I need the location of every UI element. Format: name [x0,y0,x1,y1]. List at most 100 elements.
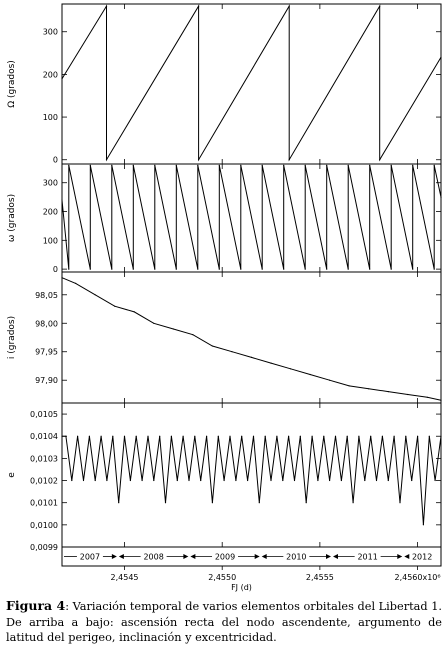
data-point [61,199,63,201]
year-label: 2012 [412,553,432,562]
data-point [68,164,70,166]
data-point [340,479,342,482]
data-point [61,435,63,437]
data-point [412,164,414,166]
data-point [309,373,311,376]
y-axis-label: e [7,472,17,478]
data-point [240,164,242,166]
data-point [405,435,407,437]
data-point [270,362,272,364]
data-point [276,435,278,437]
data-point [252,435,255,437]
data-point [334,435,337,437]
caption-label: Figura 4 [6,598,66,613]
data-point [172,328,174,330]
figure-panels: 0 100 200 300 Ω (grados) 0 100 200 300 ω (grados)… [7,3,442,592]
data-point [264,435,266,437]
data-point [352,502,354,504]
data-point [412,268,414,270]
data-point [293,479,296,482]
year-arrow-right [404,554,410,559]
year-arrow-right [332,554,338,559]
data-point [159,435,161,437]
year-arrow-left [111,554,117,559]
data-point [182,435,184,437]
data-point [417,435,419,437]
data-point [71,479,73,482]
data-point [305,502,307,504]
data-point [393,435,395,437]
x-axis-label: FJ (d) [231,583,252,592]
panel-frame [61,271,442,404]
year-label: 2011 [357,553,377,562]
data-point [188,479,190,482]
data-point [197,268,199,270]
y-tick-label: 0,0104 [30,432,58,441]
data-point [65,435,67,437]
year-band: 2007 2008 2009 2010 2011 2012 [61,546,442,567]
data-point [261,164,263,166]
year-label: 2007 [80,553,100,562]
data-point [94,294,96,296]
y-axis-label: ω (grados) [7,194,17,242]
data-point [206,435,208,437]
panel-4: 0,0099 0,0100 0,0101 0,0102 0,0103 0,0104 0,01… [7,402,442,552]
data-point [323,435,325,437]
data-point [440,435,442,437]
y-tick-label: 0,0102 [30,477,58,486]
year-arrow-left [183,554,189,559]
data-point [329,479,331,482]
data-point [288,159,290,161]
data-point [282,479,284,482]
data-point [258,502,260,504]
series-line [61,277,442,401]
year-arrow-left [397,554,403,559]
data-point [326,268,328,270]
data-point [348,385,350,387]
year-label: 2009 [215,553,235,562]
data-point [61,78,63,80]
data-point [241,435,243,437]
panel-1: 0 100 200 300 Ω (grados) [7,3,442,165]
data-point [304,268,306,270]
data-point [105,5,108,7]
data-point [132,164,134,166]
y-tick-label: 0,0099 [30,543,58,552]
data-point [223,479,225,482]
y-axis-label: Ω (grados) [7,60,17,108]
data-point [170,435,172,437]
data-point [133,311,135,313]
y-tick-label: 0 [53,156,58,165]
data-point [61,277,63,279]
data-point [141,479,143,482]
data-point [211,502,213,504]
data-point [147,435,149,437]
data-point [176,479,178,482]
data-point [270,479,272,482]
y-tick-label: 97,95 [35,348,58,357]
x-tick-label: 2,4545 [111,573,139,582]
data-point [411,479,413,482]
data-point [358,435,360,437]
y-tick-label: 100 [43,236,58,245]
data-point [440,56,442,58]
data-point [399,502,401,504]
data-point [89,268,91,270]
y-tick-label: 200 [43,208,58,217]
data-point [368,388,370,390]
x-tick-label: 2,4560x10⁶ [394,573,440,582]
year-arrow-right [118,554,124,559]
data-point [379,159,381,161]
data-point [433,268,435,270]
data-point [288,5,290,7]
data-point [240,268,242,270]
data-point [68,268,70,270]
data-point [175,164,177,166]
data-point [218,164,220,166]
data-point [217,435,219,437]
data-point [379,5,381,7]
data-point [440,196,442,198]
figure-caption: Figura 4: Variación temporal de varios e… [6,598,442,646]
data-point [369,268,371,270]
data-point [132,268,134,270]
